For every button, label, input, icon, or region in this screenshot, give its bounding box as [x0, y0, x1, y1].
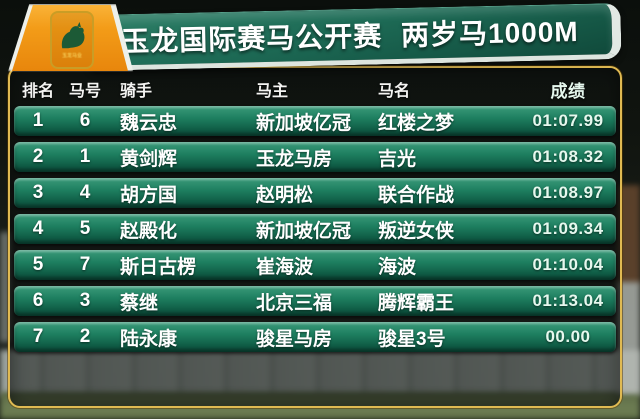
- time-cell: 00.00: [545, 327, 591, 346]
- jockey-cell: 陆永康: [120, 328, 178, 350]
- jockey-cell: 斯日古楞: [120, 256, 197, 278]
- horse-no-cell: 1: [79, 146, 91, 167]
- time-cell: 01:09.34: [532, 219, 604, 238]
- horse-head-icon: [61, 22, 85, 49]
- owner-cell: 北京三福: [256, 292, 333, 314]
- column-header-time: 成绩: [550, 81, 586, 101]
- owner-cell: 赵明松: [256, 184, 314, 206]
- horse-no-cell: 6: [79, 110, 91, 131]
- event-title: 玉龙国际赛马公开赛 两岁马1000M: [120, 15, 579, 58]
- horse-name-cell: 骏星3号: [378, 328, 446, 350]
- horse-no-cell: 3: [79, 290, 91, 311]
- background-blur-detail: [618, 185, 640, 285]
- rank-cell: 6: [32, 290, 44, 311]
- title-banner: 玉龙国际赛马公开赛 两岁马1000M: [87, 2, 622, 72]
- horse-name-cell: 红楼之梦: [378, 112, 455, 134]
- jockey-cell: 赵殿化: [120, 220, 178, 242]
- horse-name-cell: 吉光: [378, 148, 417, 170]
- horse-name-cell: 海波: [378, 256, 417, 278]
- owner-cell: 新加坡亿冠: [256, 220, 352, 242]
- jockey-cell: 蔡继: [120, 292, 159, 314]
- time-cell: 01:10.04: [532, 255, 604, 274]
- background-blur-detail: [0, 232, 10, 342]
- table-row: 4 5 赵殿化 新加坡亿冠 叛逆女侠 01:09.34: [14, 214, 616, 244]
- table-row: 3 4 胡方国 赵明松 联合作战 01:08.97: [14, 178, 616, 208]
- table-row: 1 6 魏云忠 新加坡亿冠 红楼之梦 01:07.99: [14, 106, 616, 136]
- results-panel: 排名 马号 骑手 马主 马名 成绩 1 6 魏云忠 新加坡亿冠 红楼之梦 01:…: [8, 66, 622, 408]
- jockey-cell: 黄剑辉: [120, 148, 178, 170]
- table-row: 5 7 斯日古楞 崔海波 海波 01:10.04: [14, 250, 616, 280]
- horse-no-cell: 2: [79, 326, 91, 347]
- results-table: 排名 马号 骑手 马主 马名 成绩 1 6 魏云忠 新加坡亿冠 红楼之梦 01:…: [14, 72, 616, 358]
- owner-cell: 骏星马房: [256, 328, 333, 350]
- rank-cell: 7: [32, 326, 44, 347]
- time-cell: 01:08.32: [532, 147, 604, 166]
- column-header-jockey: 骑手: [120, 83, 153, 100]
- yulong-logo: 玉龙马业: [8, 4, 134, 72]
- column-header-rank: 排名: [21, 83, 54, 100]
- rank-cell: 4: [32, 218, 44, 239]
- horse-no-cell: 7: [79, 254, 91, 275]
- rank-cell: 3: [32, 182, 44, 203]
- horse-no-cell: 4: [79, 182, 91, 203]
- rank-cell: 2: [32, 146, 44, 167]
- horse-name-cell: 联合作战: [378, 184, 455, 206]
- table-row: 2 1 黄剑辉 玉龙马房 吉光 01:08.32: [14, 142, 616, 172]
- time-cell: 01:08.97: [532, 183, 604, 202]
- horse-name-cell: 叛逆女侠: [378, 220, 455, 242]
- time-cell: 01:07.99: [532, 111, 604, 130]
- owner-cell: 新加坡亿冠: [256, 112, 352, 134]
- owner-cell: 玉龙马房: [256, 148, 333, 170]
- time-cell: 01:13.04: [532, 291, 604, 310]
- logo-badge: 玉龙马业: [50, 11, 94, 69]
- owner-cell: 崔海波: [256, 256, 314, 278]
- horse-name-cell: 腾辉霸王: [378, 292, 455, 314]
- background-blur-detail: [618, 282, 640, 394]
- column-header-horse: 马名: [378, 83, 411, 100]
- horse-no-cell: 5: [79, 218, 91, 239]
- rank-cell: 5: [32, 254, 44, 275]
- table-header-row: 排名 马号 骑手 马主 马名 成绩: [14, 72, 616, 106]
- table-row: 6 3 蔡继 北京三福 腾辉霸王 01:13.04: [14, 286, 616, 316]
- jockey-cell: 魏云忠: [120, 112, 178, 134]
- jockey-cell: 胡方国: [120, 184, 178, 206]
- logo-subtext: 玉龙马业: [61, 53, 82, 59]
- rank-cell: 1: [32, 110, 44, 131]
- column-header-owner: 马主: [256, 83, 289, 100]
- column-header-horse-no: 马号: [68, 83, 101, 100]
- table-row: 7 2 陆永康 骏星马房 骏星3号 00.00: [14, 322, 616, 352]
